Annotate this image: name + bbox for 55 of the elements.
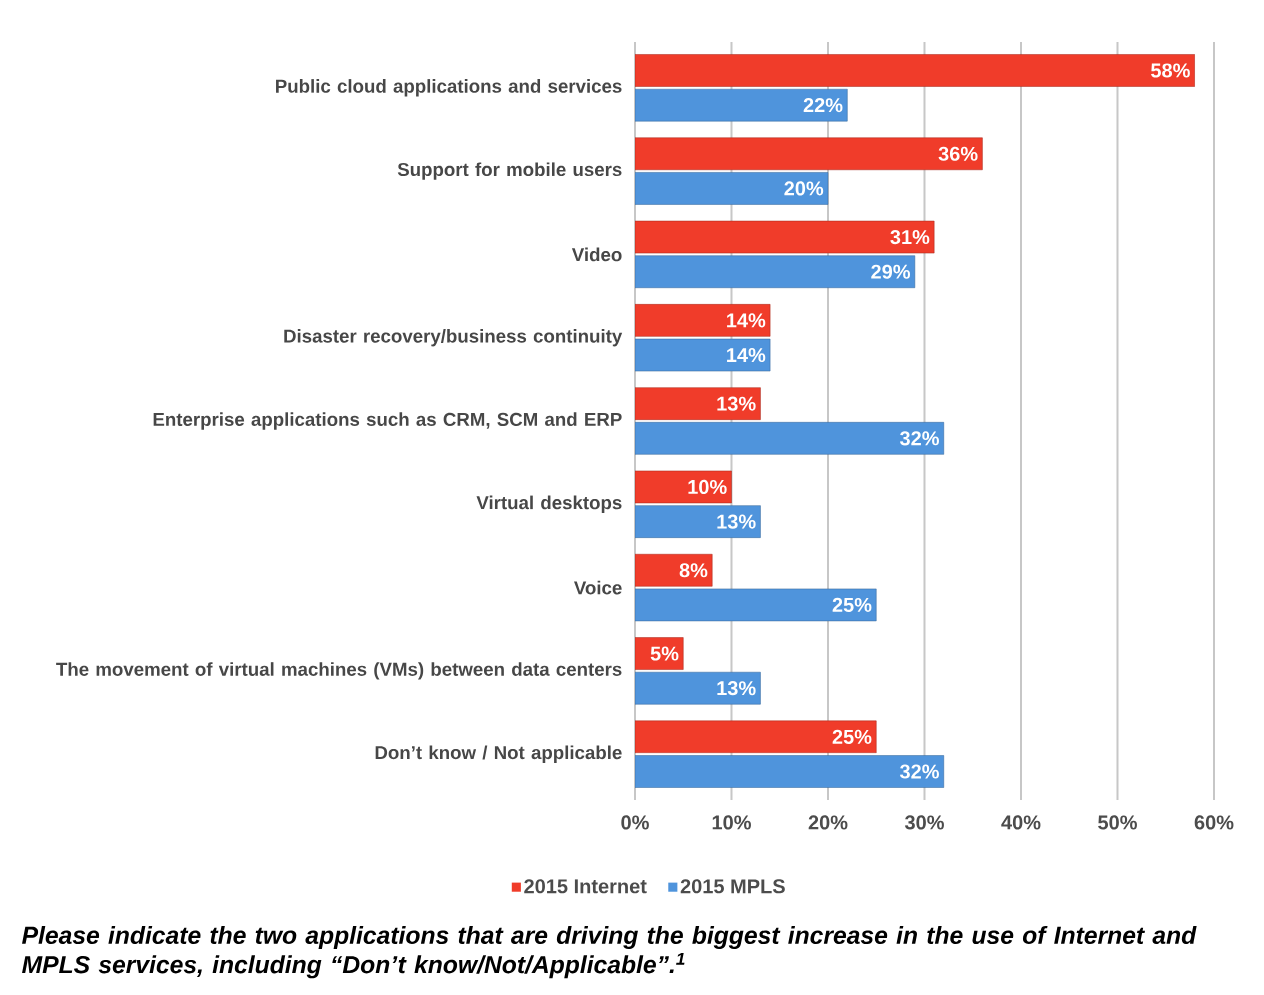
x-tick-label: 10% [712,815,751,830]
bar [635,720,877,754]
data-label: 20% [784,181,824,196]
legend-label: 2015 Internet [524,879,647,894]
x-tick-label: 50% [1098,815,1137,830]
y-tick-label: Video [571,247,622,262]
data-label: 13% [717,514,756,529]
bar [635,338,771,372]
y-tick-label: Virtual desktops [476,495,622,513]
bar [635,220,935,254]
bar [635,255,916,288]
bar [635,54,1195,87]
y-tick-label: Voice [573,580,622,595]
data-label: 58% [1151,63,1190,78]
data-label: 32% [899,431,939,446]
x-tick-label: 60% [1194,815,1234,830]
y-tick-label: Don’t know / Not applicable [375,745,622,763]
data-label: 25% [832,597,872,612]
y-tick-label: The movement of virtual machines (VMs) between data centers [56,662,622,680]
x-tick-label: 0% [621,815,649,830]
y-tick-label: Enterprise applications such as CRM, SCM and ERP [153,412,622,430]
data-label: 25% [832,729,872,744]
legend-label: 2015 MPLS [680,879,785,894]
y-tick-label: Disaster recovery/business continuity [284,329,623,347]
data-label: 13% [717,396,756,411]
bar [635,505,761,538]
data-label: 13% [717,681,756,696]
bar [635,553,713,587]
bar [635,588,877,622]
bar [635,387,761,420]
bar [635,470,732,504]
data-label: 14% [727,313,766,328]
data-label: 5% [650,646,679,661]
data-label: 36% [938,146,978,161]
bar [635,422,945,455]
bar [635,304,771,337]
data-label: 22% [803,98,843,113]
x-tick-label: 40% [1001,815,1041,830]
data-label: 10% [688,479,727,495]
y-tick-label: Support for mobile users [397,162,622,180]
data-label: 32% [899,764,939,779]
bar [635,637,684,670]
data-label: 8% [679,563,708,578]
data-label: 29% [871,264,911,279]
bar [635,755,945,788]
bar [635,172,829,205]
data-label: 14% [727,348,766,363]
text: Please indicate the two applications that are driving the biggest increase in the use of Internet and MPLS services, including “Don’t know/Not/Applicable”.$^{1}$ [22,925,1197,979]
y-tick-label: Public cloud applications and services [276,79,622,97]
bar [635,671,761,705]
bar [635,137,983,171]
x-tick-label: 20% [808,815,848,830]
x-tick-label: 30% [904,815,944,830]
data-label: 31% [890,229,930,245]
bar [635,88,848,122]
